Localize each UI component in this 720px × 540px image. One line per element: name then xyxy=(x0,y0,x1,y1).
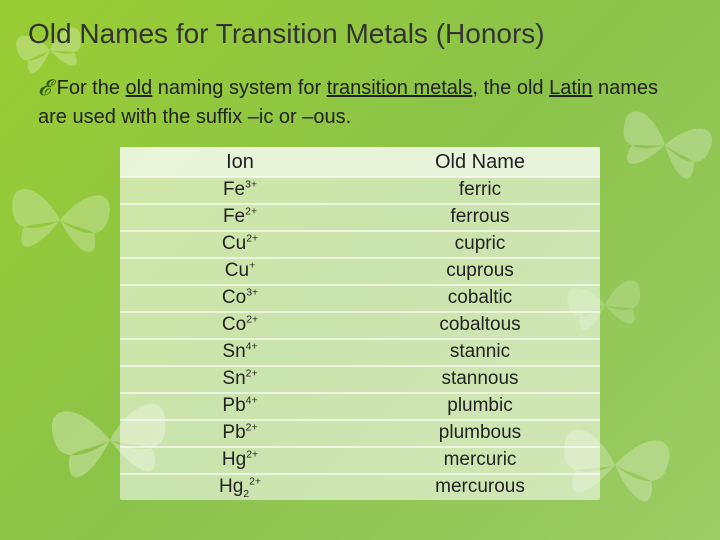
body-text-underline: Latin xyxy=(549,77,592,99)
oldname-cell: cobaltous xyxy=(360,312,600,339)
body-text-part: , the old xyxy=(472,77,549,99)
table-row: Pb4+plumbic xyxy=(120,393,600,420)
oldname-cell: cuprous xyxy=(360,258,600,285)
ion-cell: Hg2+ xyxy=(120,447,360,474)
ion-base: Co xyxy=(222,314,246,335)
ion-base: Cu xyxy=(225,260,249,281)
ion-cell: Fe3+ xyxy=(120,177,360,204)
ion-base: Hg xyxy=(219,476,243,497)
table-row: Hg22+mercurous xyxy=(120,474,600,500)
ion-cell: Pb4+ xyxy=(120,393,360,420)
ion-base: Hg xyxy=(222,449,246,470)
oldname-cell: plumbous xyxy=(360,420,600,447)
ion-cell: Sn2+ xyxy=(120,366,360,393)
ion-superscript: 2+ xyxy=(249,477,261,488)
table-row: Sn2+stannous xyxy=(120,366,600,393)
ion-superscript: + xyxy=(249,261,255,272)
ion-superscript: 3+ xyxy=(245,180,257,191)
ion-base: Sn xyxy=(222,368,245,389)
ion-cell: Cu2+ xyxy=(120,231,360,258)
ion-superscript: 4+ xyxy=(246,342,258,353)
slide-title: Old Names for Transition Metals (Honors) xyxy=(28,18,692,50)
table-row: Sn4+stannic xyxy=(120,339,600,366)
flourish-bullet-icon: 𝓔 xyxy=(38,73,51,103)
ion-cell: Hg22+ xyxy=(120,474,360,500)
table-row: Co3+cobaltic xyxy=(120,285,600,312)
table-row: Cu2+cupric xyxy=(120,231,600,258)
ion-base: Cu xyxy=(222,233,246,254)
table-row: Fe2+ferrous xyxy=(120,204,600,231)
oldname-cell: cobaltic xyxy=(360,285,600,312)
body-text-underline: old xyxy=(126,77,153,99)
oldname-cell: mercuric xyxy=(360,447,600,474)
ion-superscript: 2+ xyxy=(246,450,258,461)
ion-subscript: 2 xyxy=(243,489,249,500)
ion-base: Co xyxy=(222,287,246,308)
ion-cell: Co2+ xyxy=(120,312,360,339)
ion-base: Pb xyxy=(222,422,245,443)
ion-table: Ion Old Name Fe3+ferricFe2+ferrousCu2+cu… xyxy=(120,147,600,500)
ion-table-container: Ion Old Name Fe3+ferricFe2+ferrousCu2+cu… xyxy=(120,147,600,500)
oldname-cell: plumbic xyxy=(360,393,600,420)
ion-base: Fe xyxy=(223,206,245,227)
ion-superscript: 2+ xyxy=(245,207,257,218)
ion-cell: Cu+ xyxy=(120,258,360,285)
table-row: Fe3+ferric xyxy=(120,177,600,204)
ion-superscript: 3+ xyxy=(246,288,258,299)
ion-cell: Co3+ xyxy=(120,285,360,312)
body-text-part: For the xyxy=(57,77,126,99)
table-row: Co2+cobaltous xyxy=(120,312,600,339)
ion-base: Sn xyxy=(222,341,245,362)
table-row: Pb2+plumbous xyxy=(120,420,600,447)
ion-superscript: 2+ xyxy=(246,234,258,245)
table-row: Cu+cuprous xyxy=(120,258,600,285)
oldname-cell: stannous xyxy=(360,366,600,393)
ion-superscript: 2+ xyxy=(246,423,258,434)
oldname-cell: ferrous xyxy=(360,204,600,231)
oldname-cell: cupric xyxy=(360,231,600,258)
ion-superscript: 4+ xyxy=(246,396,258,407)
body-text: 𝓔 For the old naming system for transitio… xyxy=(38,74,682,131)
ion-cell: Pb2+ xyxy=(120,420,360,447)
ion-cell: Fe2+ xyxy=(120,204,360,231)
ion-superscript: 2+ xyxy=(246,369,258,380)
ion-base: Fe xyxy=(223,179,245,200)
table-header-row: Ion Old Name xyxy=(120,147,600,177)
slide-content: Old Names for Transition Metals (Honors)… xyxy=(0,0,720,500)
column-header-ion: Ion xyxy=(120,147,360,177)
ion-base: Pb xyxy=(222,395,245,416)
ion-superscript: 2+ xyxy=(246,315,258,326)
oldname-cell: mercurous xyxy=(360,474,600,500)
body-text-part: naming system for xyxy=(152,77,327,99)
table-row: Hg2+mercuric xyxy=(120,447,600,474)
body-text-underline: transition metals xyxy=(327,77,473,99)
ion-cell: Sn4+ xyxy=(120,339,360,366)
oldname-cell: stannic xyxy=(360,339,600,366)
oldname-cell: ferric xyxy=(360,177,600,204)
column-header-oldname: Old Name xyxy=(360,147,600,177)
